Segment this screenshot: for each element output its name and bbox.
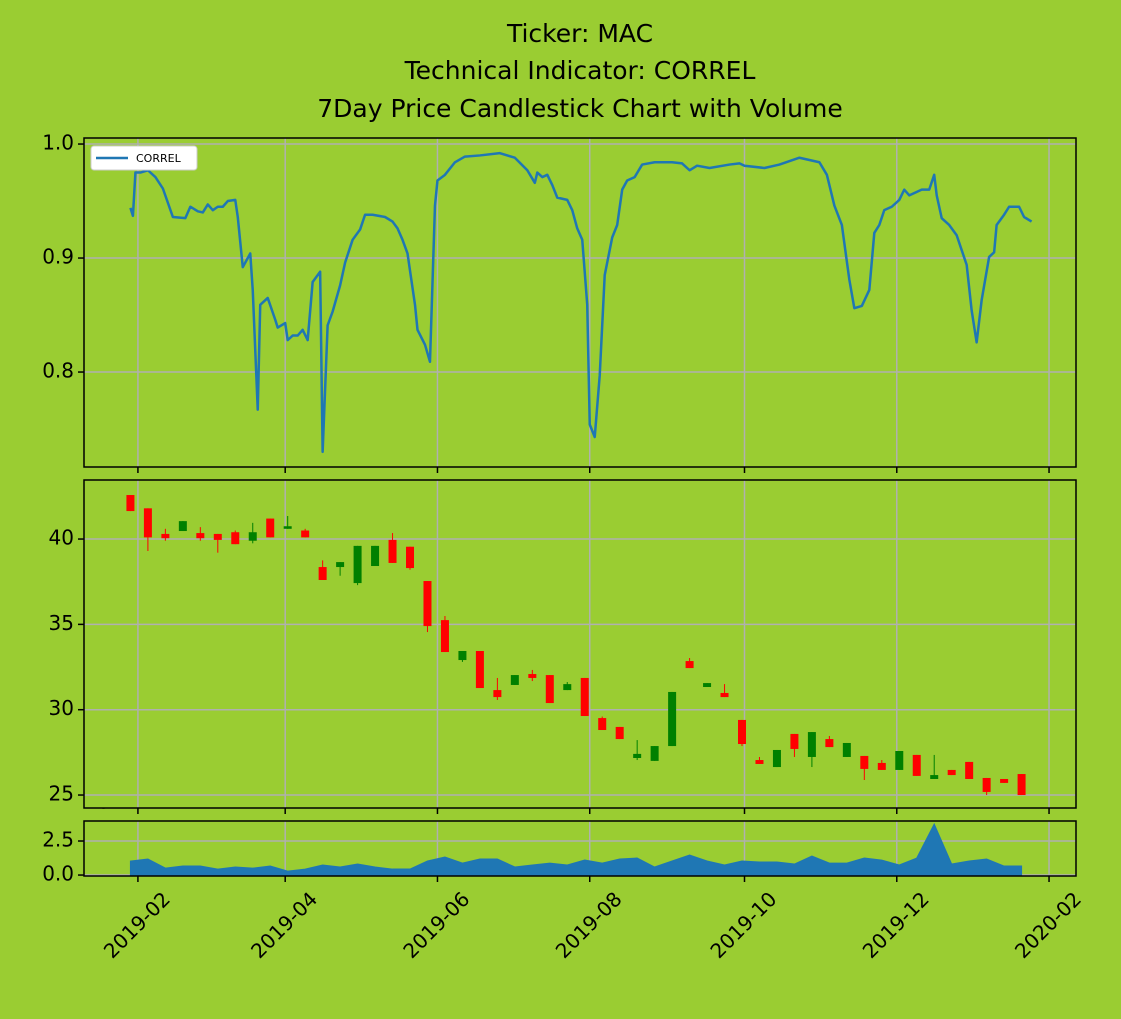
candle-body [248, 532, 257, 541]
candle-body [266, 518, 275, 538]
legend-label: CORREL [136, 152, 182, 165]
y-tick-label: 1.0 [42, 131, 74, 155]
area-series [129, 822, 1023, 876]
plot-area [84, 138, 1076, 467]
candle-body [283, 526, 292, 529]
candle-body [1017, 774, 1026, 796]
chart-subtitle: Technical Indicator: CORREL [404, 56, 756, 85]
candle-body [353, 545, 362, 584]
candle-body [720, 692, 729, 698]
legend-box [90, 145, 198, 171]
candle-body [895, 751, 904, 770]
axes-frame [83, 820, 1077, 877]
candle-body [580, 677, 589, 717]
candle-body [336, 562, 345, 568]
y-tick-label: 0.8 [42, 359, 74, 383]
candle-body [545, 675, 554, 704]
plot-area [84, 480, 1076, 808]
candle-body [1000, 778, 1009, 783]
candle-body [930, 775, 939, 779]
candle-body [842, 742, 851, 757]
candle-body [877, 762, 886, 770]
candle-body [440, 620, 449, 653]
y-tick-label: 35 [49, 611, 74, 635]
candle-body [965, 761, 974, 779]
candle-body [982, 777, 991, 792]
candle-body [388, 539, 397, 563]
candle-body [318, 567, 327, 581]
y-tick-label: 25 [49, 782, 74, 806]
candle-body [947, 769, 956, 776]
candle-body [126, 495, 135, 512]
candle-body [178, 521, 187, 532]
candle-body [772, 749, 781, 768]
candle-body [807, 732, 816, 757]
axes-frame [83, 479, 1077, 809]
y-tick-label: 40 [49, 526, 74, 550]
candle-body [650, 746, 659, 761]
candle-body [161, 533, 170, 539]
candle-body [301, 530, 310, 538]
candle-body [633, 753, 642, 758]
candle-body [458, 650, 467, 661]
candle-body [755, 760, 764, 764]
candle-body [790, 733, 799, 749]
candle-body [475, 650, 484, 689]
candle-body [668, 691, 677, 747]
chart-title: Ticker: MAC [506, 19, 653, 48]
candle-body [860, 755, 869, 769]
axes-frame [83, 137, 1077, 468]
y-tick-label: 0.0 [42, 862, 74, 886]
candle-body [738, 719, 747, 745]
candle-body [563, 684, 572, 691]
candle-body [196, 533, 205, 539]
candle-body [615, 726, 624, 740]
candle-body [685, 661, 694, 669]
candle-body [231, 532, 240, 545]
y-tick-label: 30 [49, 696, 74, 720]
candle-body [493, 690, 502, 698]
candle-body [912, 754, 921, 776]
y-tick-label: 2.5 [42, 828, 74, 852]
candle-body [528, 674, 537, 678]
candle-body [703, 683, 712, 688]
line-series [129, 151, 1033, 454]
candle-body [598, 718, 607, 731]
y-tick-label: 0.9 [42, 245, 74, 269]
candle-body [510, 675, 519, 685]
candle-body [825, 739, 834, 748]
chart-subtitle: 7Day Price Candlestick Chart with Volume [317, 94, 843, 123]
candle-body [371, 545, 380, 567]
candle-body [213, 533, 222, 540]
candle-body [406, 546, 415, 569]
candle-body [143, 508, 152, 538]
candle-body [423, 581, 432, 627]
